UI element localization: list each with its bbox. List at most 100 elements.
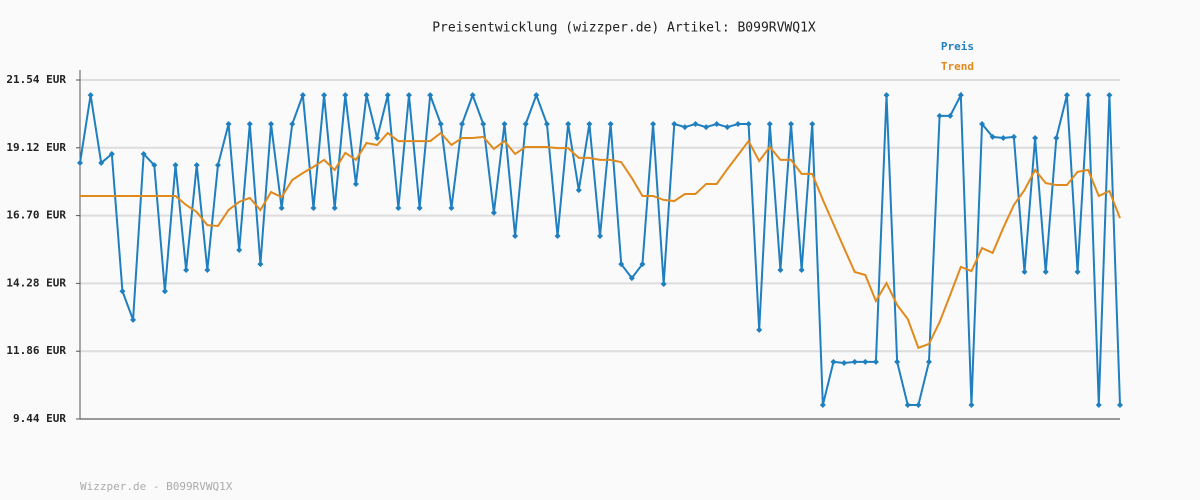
marker [352, 180, 359, 187]
y-tick-label: 16.70 EUR [6, 209, 66, 222]
marker [427, 92, 434, 99]
marker [342, 92, 349, 99]
marker [161, 288, 168, 295]
marker [819, 401, 826, 408]
marker [193, 162, 200, 169]
marker [597, 233, 603, 240]
marker [501, 120, 508, 127]
marker [331, 205, 338, 212]
marker [1063, 92, 1070, 99]
marker [1106, 92, 1113, 99]
marker [989, 133, 996, 140]
marker [257, 261, 264, 268]
marker [639, 261, 646, 268]
marker [140, 150, 147, 157]
marker [225, 120, 232, 127]
marker [947, 112, 954, 119]
marker [533, 92, 540, 99]
marker [957, 92, 964, 99]
y-tick-label: 19.12 EUR [6, 141, 66, 154]
marker [798, 266, 805, 273]
marker [1117, 401, 1123, 408]
marker [490, 209, 497, 216]
marker [1095, 401, 1102, 408]
marker [522, 120, 529, 127]
marker [979, 120, 986, 127]
marker [841, 359, 848, 366]
marker [607, 120, 614, 127]
marker [628, 275, 635, 282]
marker [1074, 268, 1081, 275]
marker [278, 205, 285, 212]
marker [130, 316, 137, 323]
marker [1053, 134, 1060, 141]
marker [586, 120, 593, 127]
marker [788, 120, 795, 127]
marker [98, 159, 105, 166]
y-tick-label: 9.44 EUR [13, 412, 66, 425]
marker [872, 358, 879, 365]
marker [543, 120, 550, 127]
marker [374, 134, 381, 141]
marker [469, 92, 476, 99]
marker [650, 120, 657, 127]
marker [108, 150, 115, 157]
marker [299, 92, 306, 99]
marker [119, 288, 126, 295]
y-tick-label: 14.28 EUR [6, 276, 66, 289]
marker [862, 358, 869, 365]
line-1 [80, 131, 1121, 350]
marker [151, 162, 158, 169]
legend-entry: Trend [941, 60, 974, 73]
marker [734, 120, 741, 127]
marker [1000, 134, 1007, 141]
marker [1032, 134, 1039, 141]
marker [565, 120, 572, 127]
marker [204, 266, 211, 273]
marker [894, 358, 901, 365]
marker [883, 92, 890, 99]
marker [480, 120, 487, 127]
marker [310, 205, 317, 212]
marker [575, 187, 582, 194]
marker [416, 205, 423, 212]
marker [459, 120, 466, 127]
marker [214, 162, 221, 169]
marker [512, 233, 519, 240]
legend-entry: Preis [941, 40, 974, 53]
marker [268, 120, 275, 127]
marker [289, 120, 296, 127]
y-tick-label: 11.86 EUR [6, 344, 66, 357]
marker [77, 159, 83, 166]
marker [681, 124, 688, 131]
marker [925, 358, 932, 365]
marker [172, 162, 179, 169]
marker [554, 233, 561, 240]
marker [1042, 268, 1049, 275]
marker [437, 120, 444, 127]
marker [183, 266, 190, 273]
marker [713, 120, 720, 127]
y-tick-label: 21.54 EUR [6, 73, 66, 86]
marker [692, 120, 699, 127]
marker [1085, 92, 1092, 99]
marker [1010, 133, 1017, 140]
marker [809, 120, 816, 127]
marker [384, 92, 391, 99]
marker [777, 266, 784, 273]
marker [246, 120, 253, 127]
marker [756, 326, 763, 333]
marker [448, 205, 455, 212]
marker [745, 120, 752, 127]
marker [915, 401, 922, 408]
marker [671, 120, 678, 127]
marker [618, 261, 625, 268]
marker [968, 401, 975, 408]
chart-title: Preisentwicklung (wizzper.de) Artikel: B… [432, 21, 816, 36]
footer: Wizzper.de - B099RVWQ1X [80, 480, 233, 493]
marker [363, 92, 370, 99]
marker [851, 358, 858, 365]
marker [405, 92, 412, 99]
marker [395, 205, 402, 212]
